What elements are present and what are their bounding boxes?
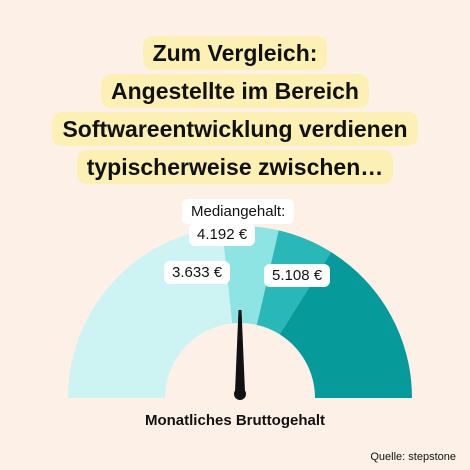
headline-line-4: typischerweise zwischen… xyxy=(76,150,394,184)
axis-label: Monatliches Bruttogehalt xyxy=(144,412,325,429)
headline-line-2: Angestellte im Bereich xyxy=(101,74,369,108)
headline: Zum Vergleich: Angestellte im Bereich So… xyxy=(0,36,470,184)
headline-line-3: Softwareentwicklung verdienen xyxy=(52,112,418,146)
median-title: Mediangehalt: xyxy=(191,203,286,220)
gauge-needle xyxy=(235,310,245,392)
upper-quartile-label: 5.108 € xyxy=(264,264,331,287)
median-label: Mediangehalt: xyxy=(182,199,295,224)
median-value-label: 4.192 € xyxy=(189,223,256,246)
lower-quartile-label: 3.633 € xyxy=(164,261,231,284)
gauge-segment-low xyxy=(68,226,233,398)
headline-line-1: Zum Vergleich: xyxy=(142,36,328,70)
gauge-segment-lower-mid xyxy=(222,226,279,325)
gauge-needle-hub xyxy=(234,388,246,400)
source-note: Quelle: stepstone xyxy=(370,451,456,463)
gauge-segment-high xyxy=(279,252,412,398)
